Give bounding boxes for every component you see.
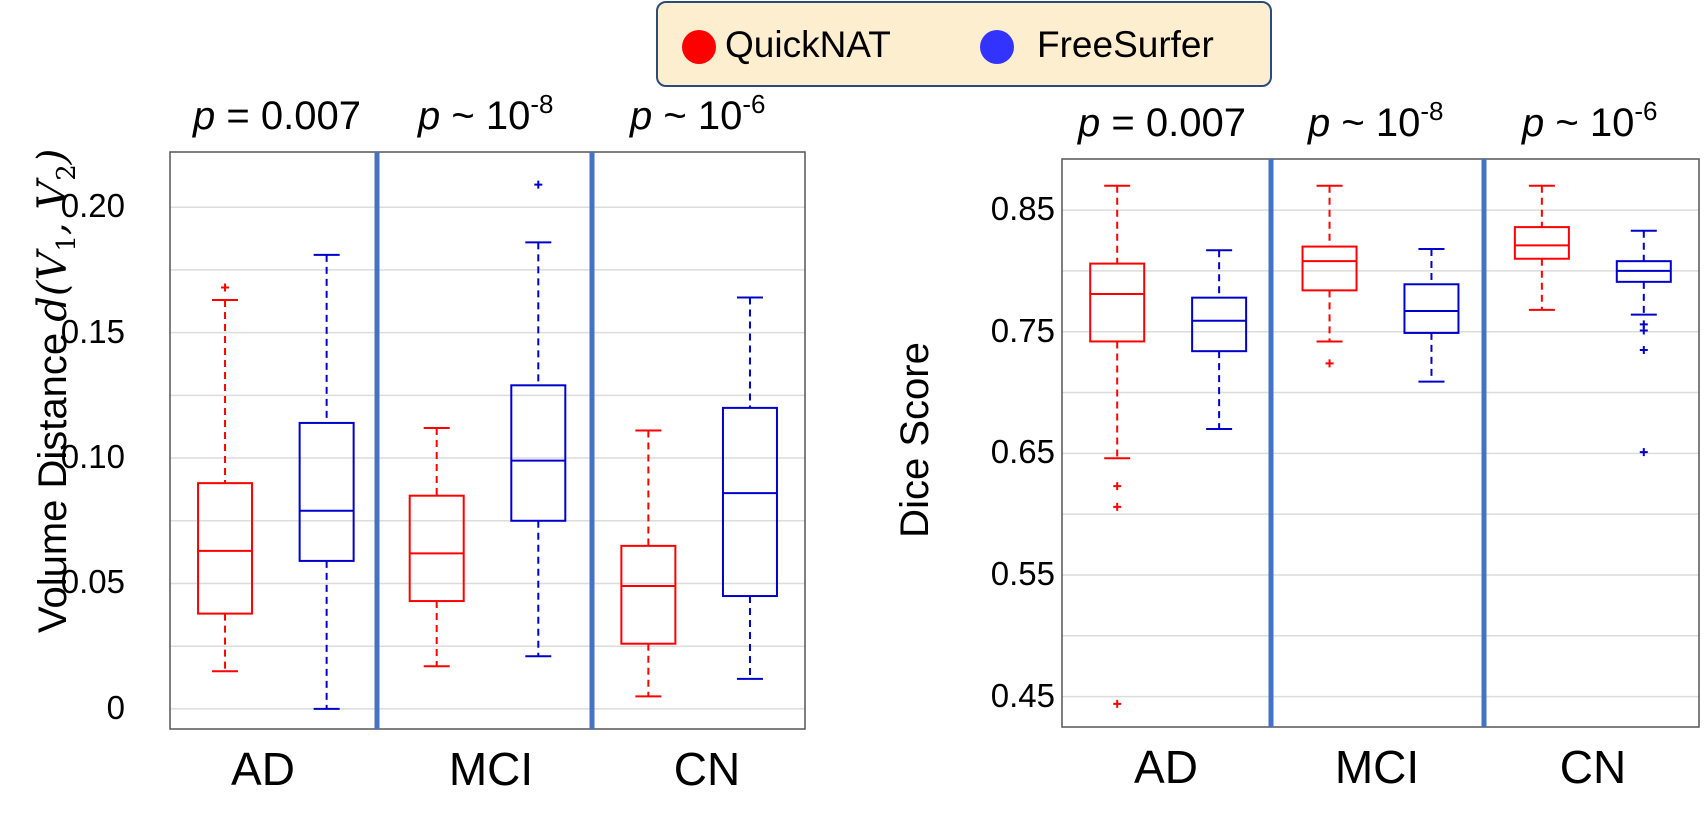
left-y-axis-label-math: d(V1, V2) [30,148,82,322]
left-y-math-a: d(V [30,251,76,322]
chart1-x-category-label-2: CN [1559,741,1627,793]
chart0-quicknat-cn-box [620,544,677,645]
chart0-x-category-label-1: MCI [448,743,534,795]
chart1-x-category-label-0: AD [1134,741,1198,793]
chart0-p-value-label-0: p = 0.007 [193,94,361,138]
left-y-math-sub1: 1 [52,235,82,252]
chart0-p-value-symbol-0: p [193,94,216,138]
chart0-y-tick-label-1: 0.05 [60,563,125,601]
chart0-y-tick-label-0: 0 [106,688,125,726]
chart0-quicknat-ad-outlier-0 [221,283,230,292]
chart1-p-value-exponent-1: -8 [1420,96,1444,126]
chart0-freesurfer-mci-box [510,384,567,522]
chart0-p-value-symbol-2: p [630,94,653,138]
chart0-plot-frame [169,151,806,730]
chart1-p-value-number-0: 0.007 [1145,101,1246,145]
chart1-p-value-operator-0: = [1100,101,1146,145]
chart1-p-value-label-1: p ~ 10-8 [1308,98,1443,145]
chart0-freesurfer-mci-outlier-0 [534,180,543,189]
chart1-plot-frame [1061,158,1700,728]
chart1-freesurfer-cn-outlier-2 [1639,345,1648,354]
chart0-p-value-symbol-1: p [418,94,441,138]
left-y-math-c: ) [30,148,76,165]
chart1-quicknat-ad-box [1089,262,1146,343]
chart1-quicknat-ad-outlier-2 [1113,699,1122,708]
chart1-p-value-symbol-0: p [1078,101,1101,145]
chart0-freesurfer-ad-box [298,421,355,562]
chart1-p-value-label-0: p = 0.007 [1078,101,1246,145]
chart0-p-value-number-2: 10 [697,94,743,138]
chart1-x-category-label-1: MCI [1334,741,1420,793]
chart0-p-value-label-2: p ~ 10-6 [630,91,765,138]
chart1-y-tick-label-1: 0.55 [990,554,1055,592]
chart1-freesurfer-cn-outlier-1 [1639,326,1648,335]
chart1-p-value-number-1: 10 [1375,101,1421,145]
left-y-math-sub2: 2 [52,164,82,181]
legend-dot-freesurfer [980,30,1014,64]
chart1-quicknat-mci-outlier-0 [1325,359,1334,368]
chart0-p-value-exponent-1: -8 [530,89,554,119]
chart1-quicknat-ad-outlier-1 [1113,502,1122,511]
chart1-freesurfer-cn-outlier-3 [1639,448,1648,457]
chart0-y-tick-label-4: 0.20 [60,187,125,225]
chart0-quicknat-mci-box [408,494,465,603]
legend-label-freesurfer: FreeSurfer [1037,24,1214,65]
chart1-freesurfer-mci-box [1403,283,1460,334]
chart0-y-tick-label-2: 0.10 [60,438,125,476]
chart1-p-value-operator-2: ~ [1544,101,1590,145]
chart0-p-value-operator-1: ~ [440,94,486,138]
legend-label-quicknat: QuickNAT [725,24,891,65]
chart1-quicknat-mci-box [1301,245,1358,292]
chart1-freesurfer-ad-box [1191,296,1248,353]
chart1-p-value-exponent-2: -6 [1634,96,1658,126]
chart0-x-category-label-0: AD [231,743,295,795]
chart1-p-value-number-2: 10 [1589,101,1635,145]
chart0-p-value-exponent-2: -6 [742,89,766,119]
chart0-quicknat-ad-box [197,482,254,615]
chart1-p-value-label-2: p ~ 10-6 [1522,98,1657,145]
chart0-p-value-label-1: p ~ 10-8 [418,91,553,138]
chart0-p-value-number-0: 0.007 [260,94,361,138]
chart1-quicknat-cn-box [1513,226,1570,260]
chart1-y-tick-label-2: 0.65 [990,433,1055,471]
legend: QuickNAT FreeSurfer [656,1,1272,87]
chart1-quicknat-ad-outlier-0 [1113,482,1122,491]
legend-dot-quicknat [682,30,716,64]
chart0-freesurfer-cn-box [721,406,778,598]
chart1-y-tick-label-0: 0.45 [990,676,1055,714]
chart1-p-value-symbol-1: p [1308,101,1331,145]
chart0-x-category-label-2: CN [673,743,741,795]
chart1-p-value-symbol-2: p [1522,101,1545,145]
chart1-y-tick-label-3: 0.75 [990,311,1055,349]
right-y-axis-label: Dice Score [893,342,937,538]
chart0-p-value-operator-0: = [215,94,261,138]
chart0-p-value-number-1: 10 [485,94,531,138]
chart0-y-tick-label-3: 0.15 [60,312,125,350]
chart0-p-value-operator-2: ~ [652,94,698,138]
chart1-p-value-operator-1: ~ [1330,101,1376,145]
chart1-y-tick-label-4: 0.85 [990,190,1055,228]
